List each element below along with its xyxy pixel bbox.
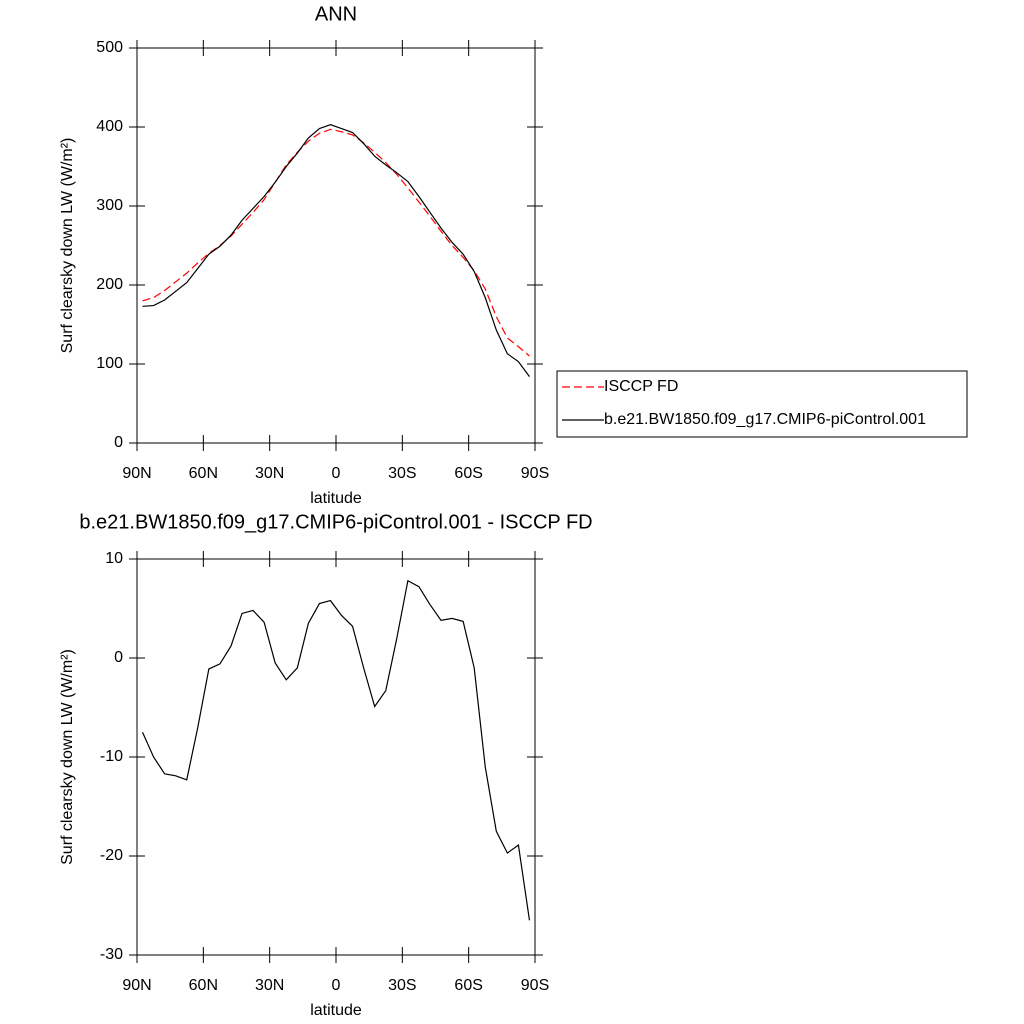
x-tick-label: 30S: [388, 977, 416, 994]
y-tick-label: -30: [100, 946, 123, 963]
y-tick-label: -20: [100, 847, 123, 864]
y-tick-label: 400: [96, 118, 123, 135]
x-tick-label: 0: [332, 977, 341, 994]
x-tick-label: 60N: [189, 465, 218, 482]
x-tick-label: 0: [332, 465, 341, 482]
x-tick-label: 30N: [255, 465, 284, 482]
x-tick-label: 60S: [454, 465, 482, 482]
x-tick-label: 90S: [521, 465, 549, 482]
x-tick-label: 90S: [521, 977, 549, 994]
data-line: [142, 128, 530, 357]
legend-label: ISCCP FD: [604, 378, 678, 395]
y-tick-label: 0: [114, 434, 123, 451]
y-tick-label: -10: [100, 748, 123, 765]
x-axis-label: latitude: [310, 1002, 362, 1019]
x-axis-label: latitude: [310, 490, 362, 507]
x-tick-label: 90N: [122, 465, 151, 482]
x-tick-label: 30N: [255, 977, 284, 994]
y-tick-label: 0: [114, 649, 123, 666]
y-axis-label: Surf clearsky down LW (W/m²): [59, 649, 76, 865]
x-tick-label: 60S: [454, 977, 482, 994]
y-tick-label: 200: [96, 276, 123, 293]
chart-title: ANN: [315, 3, 357, 25]
plot-frame: [136, 558, 536, 956]
chart-title: b.e21.BW1850.f09_g17.CMIP6-piControl.001…: [79, 511, 592, 533]
y-tick-label: 100: [96, 355, 123, 372]
x-tick-label: 90N: [122, 977, 151, 994]
y-axis-label: Surf clearsky down LW (W/m²): [59, 138, 76, 354]
x-tick-label: 30S: [388, 465, 416, 482]
data-line: [142, 123, 530, 377]
legend-label: b.e21.BW1850.f09_g17.CMIP6-piControl.001: [604, 411, 926, 428]
y-tick-label: 300: [96, 197, 123, 214]
plot-frame: [136, 47, 536, 444]
y-tick-label: 10: [105, 550, 123, 567]
x-tick-label: 60N: [189, 977, 218, 994]
legend-box: [556, 370, 968, 438]
data-line: [141, 579, 531, 921]
y-tick-label: 500: [96, 39, 123, 56]
